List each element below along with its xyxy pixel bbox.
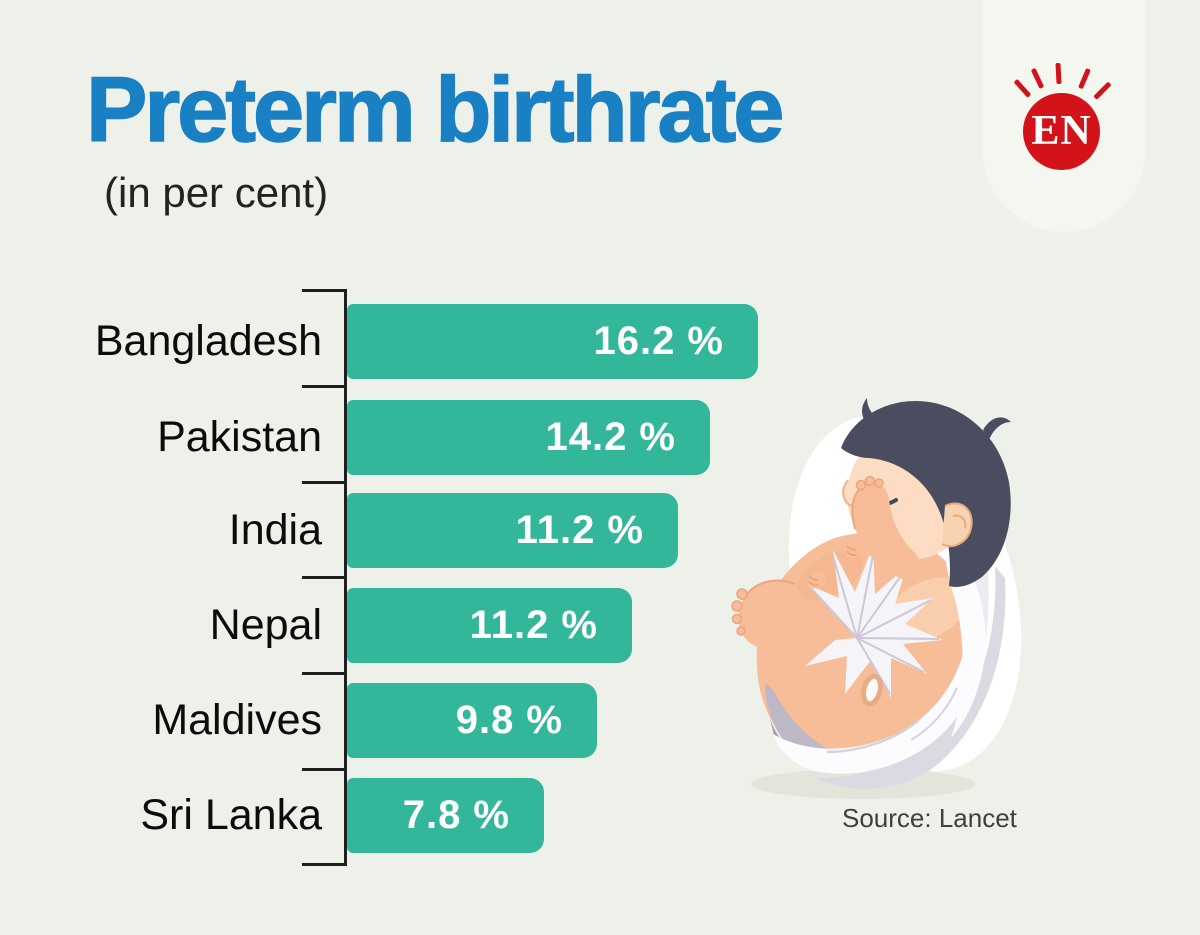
axis-tick — [302, 481, 345, 484]
axis-tick — [302, 289, 345, 292]
category-label: Maldives — [152, 696, 322, 744]
bar-pakistan: 14.2 % — [347, 400, 710, 475]
y-axis-line — [344, 289, 347, 866]
source-credit: Source: Lancet — [842, 803, 1017, 833]
bar-value-label: 14.2 % — [545, 415, 676, 459]
axis-tick — [302, 385, 345, 388]
bar-value-label: 16.2 % — [593, 319, 724, 363]
bar-value-label: 9.8 % — [455, 698, 563, 742]
category-label: Nepal — [209, 601, 322, 649]
en-logo-text: EN — [1031, 107, 1092, 154]
bar-india: 11.2 % — [347, 493, 678, 568]
page-title: Preterm birthrate — [85, 59, 785, 161]
category-label: Pakistan — [157, 413, 322, 461]
axis-tick — [302, 672, 345, 675]
axis-tick — [302, 768, 345, 771]
baby-illustration — [731, 398, 1022, 799]
bar-nepal: 11.2 % — [347, 588, 632, 663]
bar-srilanka: 7.8 % — [347, 778, 544, 853]
en-logo: EN — [1023, 93, 1100, 170]
page-subtitle: (in per cent) — [104, 169, 329, 216]
category-label: Bangladesh — [94, 317, 322, 365]
category-label: Sri Lanka — [140, 791, 322, 839]
bar-value-label: 11.2 % — [515, 508, 644, 552]
axis-tick — [302, 863, 345, 866]
category-label: India — [228, 506, 322, 554]
bar-bangladesh: 16.2 % — [347, 304, 758, 379]
bar-value-label: 7.8 % — [402, 793, 510, 837]
axis-tick — [302, 576, 345, 579]
bar-value-label: 11.2 % — [469, 603, 598, 647]
bar-maldives: 9.8 % — [347, 683, 597, 758]
